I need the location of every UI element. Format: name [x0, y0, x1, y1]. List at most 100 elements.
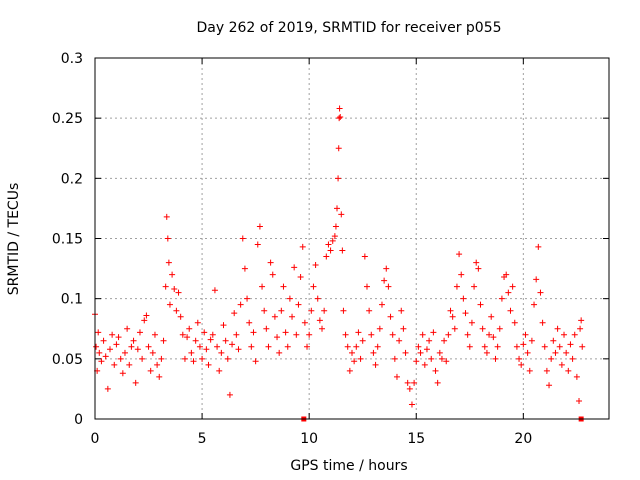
data-point	[203, 346, 210, 353]
data-point	[244, 295, 251, 302]
data-point	[115, 334, 122, 341]
data-point	[190, 358, 197, 365]
data-point	[304, 343, 311, 350]
data-point	[248, 343, 255, 350]
data-point	[335, 175, 342, 182]
data-point	[329, 237, 336, 244]
data-point	[166, 301, 173, 308]
data-point	[361, 253, 368, 260]
data-point	[246, 319, 253, 326]
data-point	[111, 361, 118, 368]
data-point	[158, 355, 165, 362]
data-point	[421, 361, 428, 368]
data-point	[415, 343, 422, 350]
data-point	[391, 355, 398, 362]
data-point	[546, 382, 553, 389]
data-point	[214, 343, 221, 350]
data-point	[104, 385, 111, 392]
data-point	[171, 286, 178, 293]
data-point	[184, 334, 191, 341]
data-point	[267, 259, 274, 266]
data-point	[237, 301, 244, 308]
data-point	[338, 211, 345, 218]
data-point	[113, 341, 120, 348]
data-point	[468, 319, 475, 326]
data-point	[451, 325, 458, 332]
x-tick-labels: 0 5 10 15 20	[91, 431, 533, 447]
data-point	[154, 361, 161, 368]
data-point	[261, 307, 268, 314]
x-tick-label: 10	[300, 431, 318, 447]
data-point	[165, 259, 172, 266]
data-point	[106, 346, 113, 353]
data-point	[128, 343, 135, 350]
data-point	[498, 295, 505, 302]
data-point	[430, 329, 437, 336]
data-point	[252, 358, 259, 365]
data-point	[372, 361, 379, 368]
data-point	[325, 241, 332, 248]
data-point	[383, 265, 390, 272]
data-point	[511, 319, 518, 326]
data-point	[453, 283, 460, 290]
data-point	[308, 307, 315, 314]
data-point	[235, 346, 242, 353]
data-point	[163, 213, 170, 220]
data-point	[518, 361, 525, 368]
data-point	[100, 337, 107, 344]
data-point	[109, 331, 116, 338]
data-point	[366, 307, 373, 314]
data-point	[355, 329, 362, 336]
data-point	[445, 331, 452, 338]
data-point	[96, 349, 103, 356]
data-point	[475, 265, 482, 272]
data-point	[282, 329, 289, 336]
data-point	[541, 343, 548, 350]
data-point	[417, 349, 424, 356]
data-point	[477, 301, 484, 308]
data-point	[573, 373, 580, 380]
data-point	[297, 274, 304, 281]
data-point	[132, 379, 139, 386]
data-point	[306, 331, 313, 338]
data-point	[494, 343, 501, 350]
data-point	[505, 289, 512, 296]
y-tick-label: 0.05	[52, 352, 83, 368]
data-point	[239, 235, 246, 242]
data-point	[363, 283, 370, 290]
data-point	[488, 313, 495, 320]
data-point	[117, 355, 124, 362]
data-point	[192, 337, 199, 344]
x-tick-label: 5	[198, 431, 207, 447]
y-tick-label: 0.2	[61, 171, 83, 187]
data-point	[473, 259, 480, 266]
data-point	[368, 331, 375, 338]
data-point	[569, 355, 576, 362]
data-point	[503, 271, 510, 278]
data-point	[278, 307, 285, 314]
data-point	[276, 349, 283, 356]
data-point	[449, 313, 456, 320]
data-point	[299, 243, 306, 250]
data-point	[177, 313, 184, 320]
data-point	[507, 307, 514, 314]
data-point	[426, 337, 433, 344]
data-point	[254, 241, 261, 248]
data-point	[374, 343, 381, 350]
data-point	[486, 331, 493, 338]
data-point	[340, 307, 347, 314]
data-point	[196, 343, 203, 350]
data-point	[406, 385, 413, 392]
data-point	[256, 223, 263, 230]
data-point	[537, 289, 544, 296]
data-point	[492, 355, 499, 362]
data-point	[404, 379, 411, 386]
data-point	[490, 334, 497, 341]
data-point	[188, 349, 195, 356]
data-point	[314, 295, 321, 302]
data-point	[436, 349, 443, 356]
data-point	[179, 331, 186, 338]
data-point	[516, 355, 523, 362]
chart-title: Day 262 of 2019, SRMTID for receiver p05…	[196, 20, 501, 36]
data-point	[563, 349, 570, 356]
